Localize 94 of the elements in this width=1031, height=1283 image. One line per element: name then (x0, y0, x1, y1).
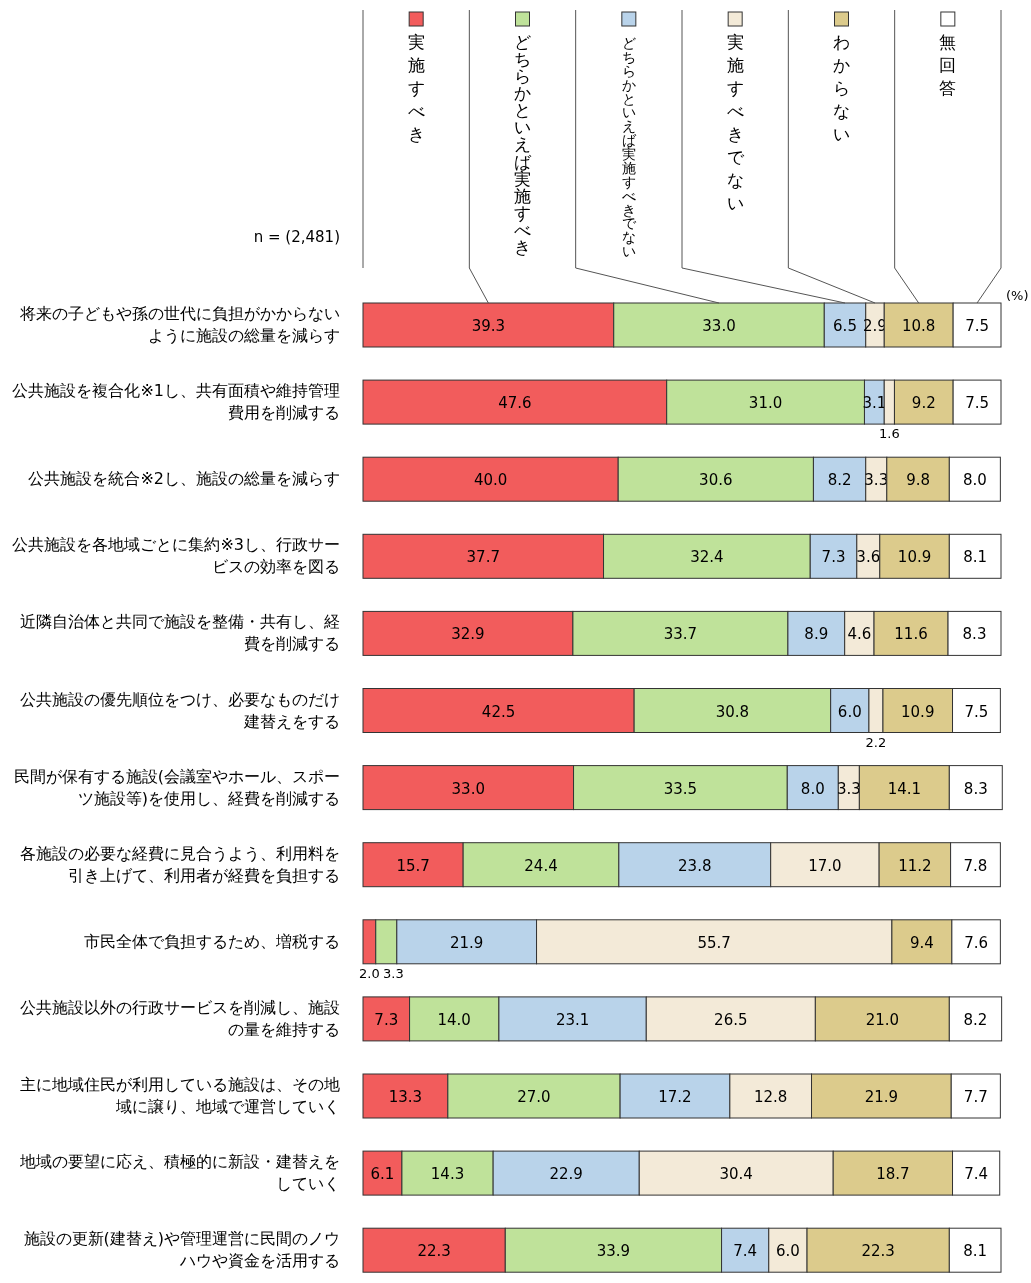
data-label: 17.0 (808, 856, 842, 875)
data-label: 8.1 (963, 548, 988, 567)
data-label: 21.0 (865, 1010, 900, 1029)
data-label: 7.3 (821, 548, 846, 567)
data-label: 2.2 (865, 734, 887, 750)
data-label: 12.8 (753, 1088, 788, 1106)
legend-label: 実施すべきでない (726, 32, 744, 213)
data-label: 7.7 (963, 1088, 988, 1106)
data-label: 8.9 (804, 625, 829, 644)
data-label: 8.0 (962, 471, 987, 490)
legend-label: 無回答 (939, 32, 957, 98)
data-label: 24.4 (524, 856, 558, 875)
data-label: 23.1 (555, 1010, 590, 1029)
y-tick-label: 近隣自治体と共同で施設を整備・共有し、経費を削減する (19, 611, 340, 656)
y-tick-label: 各施設の必要な経費に見合うよう、利用料を引き上げて、利用者が経費を負担する (19, 842, 340, 887)
y-tick-label: 公共施設を各地域ごとに集約※3し、行政サービスの効率を図る (11, 534, 340, 579)
data-label: 30.8 (715, 702, 750, 721)
data-label: 14.1 (887, 779, 922, 798)
data-label: 6.0 (775, 1242, 800, 1261)
data-label: 33.7 (663, 625, 698, 644)
y-tick-label: 公共施設を複合化※1し、共有面積や維持管理費用を削減する (11, 380, 340, 425)
y-tick-label: 公共施設を統合※2し、施設の総量を減らす (27, 468, 340, 491)
data-label: 33.0 (702, 317, 736, 335)
data-label: 47.6 (498, 394, 532, 413)
data-label: 40.0 (473, 471, 508, 490)
data-label: 10.9 (901, 702, 935, 721)
y-tick-label: 施設の更新(建替え)や管理運営に民間のノウハウや資金を活用する (22, 1228, 340, 1273)
data-label: 42.5 (481, 702, 516, 721)
data-label: 7.4 (964, 1165, 989, 1184)
data-label: 7.8 (963, 856, 988, 875)
data-label: 39.3 (471, 317, 506, 335)
y-tick-label: 公共施設以外の行政サービスを削減し、施設の量を維持する (19, 996, 340, 1041)
data-label: 9.8 (906, 471, 930, 490)
data-label: 8.2 (827, 471, 852, 490)
data-label: 4.6 (847, 625, 872, 644)
y-tick-label: 公共施設の優先順位をつけ、必要なものだけ建替えをする (19, 688, 340, 733)
data-label: 17.2 (658, 1088, 692, 1106)
data-label: 10.9 (897, 548, 932, 567)
data-label: 3.3 (383, 965, 404, 981)
text: (%) (1006, 288, 1029, 303)
data-label: 13.3 (388, 1088, 423, 1106)
data-label: 6.1 (370, 1165, 395, 1184)
y-tick-label: 主に地域住民が利用している施設は、その地域に譲り、地域で運営していく (19, 1074, 340, 1118)
data-label: 27.0 (517, 1088, 551, 1106)
data-label: 30.4 (719, 1165, 753, 1184)
data-label: 11.2 (898, 856, 932, 875)
data-label: 32.9 (451, 625, 485, 644)
data-label: 23.8 (678, 856, 712, 875)
data-label: 15.7 (396, 856, 430, 875)
data-label: 8.1 (963, 1242, 988, 1261)
y-tick-label: 民間が保有する施設(会議室やホール、スポーツ施設等)を使用し、経費を削減する (12, 765, 340, 810)
legend-label: わからない (833, 32, 850, 144)
data-label: 8.3 (963, 779, 988, 798)
data-label: 8.3 (962, 625, 987, 644)
data-label: 7.3 (374, 1010, 399, 1029)
data-label: 22.3 (861, 1242, 895, 1261)
data-label: 8.0 (800, 779, 825, 798)
data-label: 22.3 (417, 1242, 451, 1261)
legend-label: どちらかといえば実施すべきでない (621, 35, 636, 260)
data-label: 9.2 (911, 394, 936, 413)
y-tick-label: 将来の子どもや孫の世代に負担がかからないように施設の総量を減らす (19, 303, 340, 347)
data-label: 21.9 (864, 1088, 899, 1106)
y-tick-label: 市民全体で負担するため、増税する (83, 930, 340, 953)
data-label: 7.5 (965, 394, 989, 413)
data-label: 32.4 (690, 548, 724, 567)
data-label: 8.2 (963, 1010, 988, 1029)
data-label: 33.9 (596, 1242, 631, 1261)
data-label: 31.0 (748, 394, 783, 413)
data-label: 10.8 (901, 317, 936, 335)
data-label: 14.3 (430, 1165, 465, 1184)
data-label: 1.6 (879, 426, 900, 442)
data-label: 55.7 (697, 933, 731, 952)
data-label: 11.6 (894, 625, 928, 644)
data-label: 26.5 (714, 1010, 748, 1029)
y-tick-label: 地域の要望に応え、積極的に新設・建替えをしていく (19, 1151, 340, 1196)
data-label: 33.0 (451, 779, 485, 798)
data-label: 2.0 (359, 965, 380, 981)
data-label: 22.9 (549, 1165, 583, 1184)
data-label: 9.4 (909, 933, 934, 952)
data-label: 7.5 (965, 317, 989, 335)
data-label: 30.6 (699, 471, 733, 490)
data-label: 7.4 (733, 1242, 758, 1261)
legend-label: どちらかといえば実施すべき (514, 32, 531, 257)
data-label: 33.5 (663, 779, 698, 798)
data-label: 6.5 (833, 317, 857, 335)
legend-label: 実施すべき (407, 32, 425, 144)
data-label: 18.7 (876, 1165, 910, 1184)
data-label: 14.0 (437, 1010, 471, 1029)
text: n = (2,481) (253, 228, 340, 246)
data-label: 7.6 (964, 933, 989, 952)
data-label: 6.0 (837, 702, 862, 721)
data-label: 37.7 (466, 548, 500, 567)
data-label: 21.9 (449, 933, 484, 952)
data-label: 7.5 (964, 702, 989, 721)
